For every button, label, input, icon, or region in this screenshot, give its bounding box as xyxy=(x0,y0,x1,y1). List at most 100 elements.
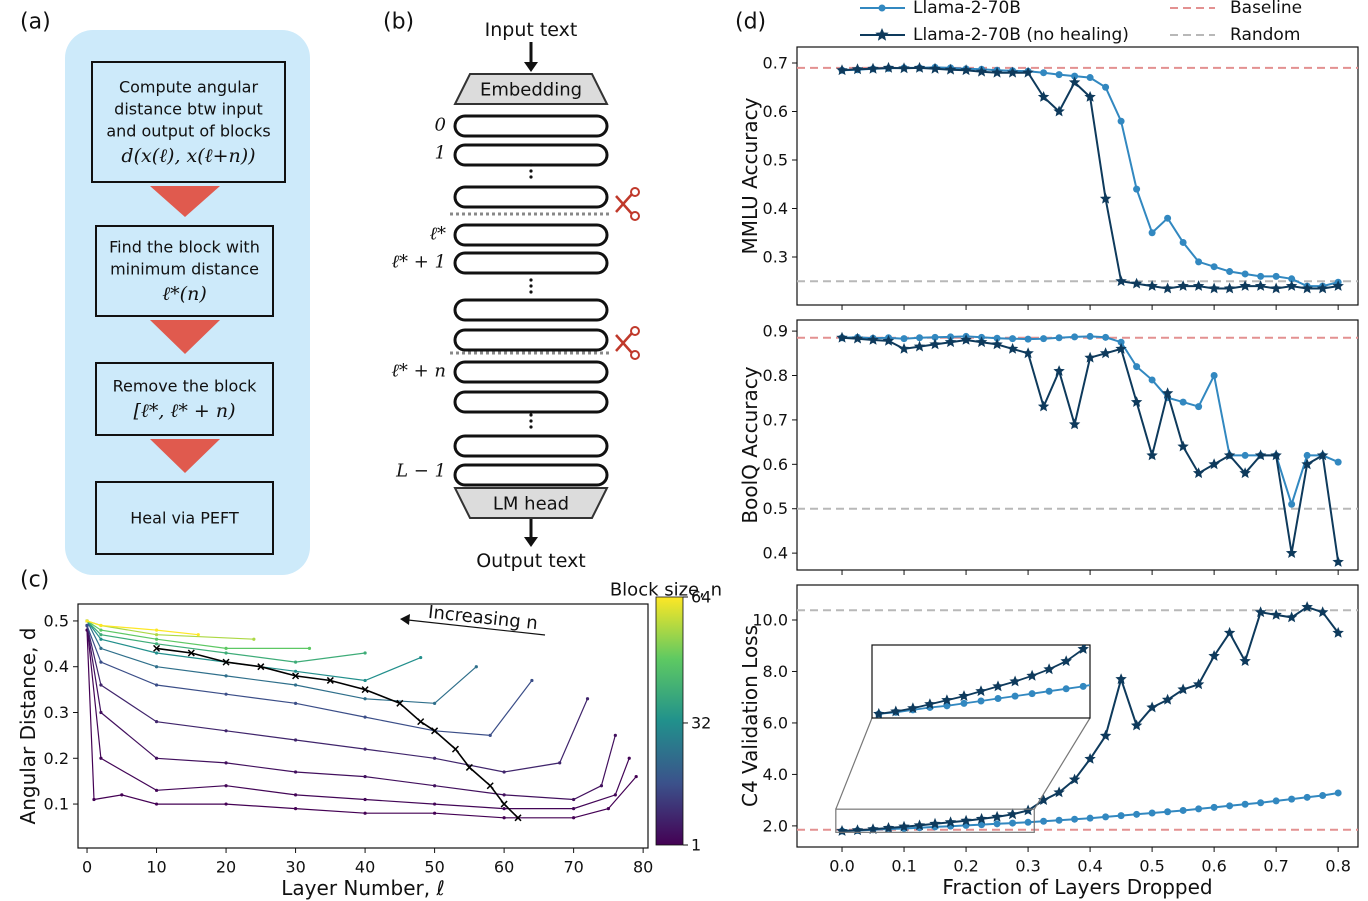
star-marker xyxy=(913,61,926,73)
point-marker xyxy=(1179,806,1187,814)
star-marker xyxy=(1115,275,1127,287)
star-marker xyxy=(836,331,848,343)
panel-label: (a) xyxy=(20,10,51,35)
y-tick-label: 10.0 xyxy=(752,611,788,630)
scissors xyxy=(630,350,640,360)
legend-label: Random xyxy=(1230,25,1300,45)
x-tick-label: 0.0 xyxy=(829,857,854,876)
series-line xyxy=(86,625,589,773)
star-marker xyxy=(1197,375,1208,386)
zoom-connector xyxy=(1033,717,1091,810)
point-marker xyxy=(154,651,159,655)
scissors xyxy=(630,326,640,336)
point-marker xyxy=(293,660,298,664)
layer-label: 1 xyxy=(435,143,446,164)
x-marker xyxy=(465,763,473,771)
star-marker xyxy=(958,690,970,701)
star-marker xyxy=(882,334,895,346)
point-marker xyxy=(224,729,228,733)
y-tick-label: 0.4 xyxy=(763,199,788,218)
y-tick-label: 0.8 xyxy=(763,366,788,385)
star-marker xyxy=(1068,773,1081,785)
legend-marker xyxy=(878,4,886,12)
star-marker xyxy=(1285,280,1298,291)
x-tick-label: 0.8 xyxy=(1325,857,1350,876)
star-marker xyxy=(1053,786,1065,798)
star-marker xyxy=(1043,663,1055,675)
ellipsis-dot xyxy=(529,425,533,429)
point-marker xyxy=(1086,74,1094,82)
star-marker xyxy=(1009,675,1021,687)
flow-arrow xyxy=(150,186,220,217)
layer-label: L − 1 xyxy=(395,461,446,482)
star-marker xyxy=(975,812,988,824)
star-marker xyxy=(1006,808,1019,820)
panel-label: (b) xyxy=(383,10,414,35)
star-marker xyxy=(1146,449,1158,461)
x-marker xyxy=(292,672,300,680)
y-axis-label: Angular Distance, d xyxy=(16,628,40,825)
star-marker xyxy=(1223,282,1236,294)
x-tick-label: 0.7 xyxy=(1263,857,1288,876)
x-tick-label: 70 xyxy=(563,858,583,877)
star-marker xyxy=(1068,76,1081,88)
series-line xyxy=(86,630,637,819)
y-axis-label: C4 Validation Loss xyxy=(738,625,762,807)
scissors xyxy=(615,334,633,354)
star-marker xyxy=(929,338,941,350)
point-marker xyxy=(994,695,1002,703)
point-marker xyxy=(993,334,1001,342)
star-marker xyxy=(1130,277,1143,289)
point-marker xyxy=(154,628,159,632)
point-marker xyxy=(85,623,89,628)
point-marker xyxy=(1165,666,1172,673)
star-marker xyxy=(1208,458,1220,470)
ellipsis-dot xyxy=(529,413,533,417)
point-marker xyxy=(432,784,437,788)
y-tick-label: 0.5 xyxy=(763,499,788,518)
series-line xyxy=(86,625,533,737)
star-marker xyxy=(1146,701,1158,713)
point-marker xyxy=(502,807,506,811)
point-marker xyxy=(1102,83,1110,91)
zoom-connector xyxy=(835,717,873,810)
point-marker xyxy=(1102,813,1110,821)
x-tick-label: 50 xyxy=(424,858,444,877)
star-marker xyxy=(873,707,885,718)
colorbar-tick-label: 1 xyxy=(691,836,701,855)
flow-arrow xyxy=(150,439,220,473)
point-marker xyxy=(293,701,298,705)
point-marker xyxy=(293,770,298,774)
point-marker xyxy=(154,642,159,646)
star-marker xyxy=(1084,91,1096,102)
legend-label: Llama-2-70B xyxy=(913,0,1021,18)
point-marker xyxy=(993,820,1001,828)
x-marker xyxy=(361,686,369,694)
x-tick-label: 0.3 xyxy=(1015,857,1040,876)
point-marker xyxy=(1226,802,1234,810)
point-marker xyxy=(1250,646,1257,653)
star-marker xyxy=(1333,19,1345,30)
star-marker xyxy=(992,680,1004,692)
series-line xyxy=(86,620,366,663)
step-text: minimum distance xyxy=(110,259,259,278)
point-marker xyxy=(224,646,228,651)
point-marker xyxy=(1045,687,1053,695)
x-marker xyxy=(257,663,265,671)
point-marker xyxy=(916,334,924,342)
star-marker xyxy=(913,340,926,352)
point-marker xyxy=(1335,621,1342,628)
point-marker xyxy=(606,807,610,811)
y-tick-label: 0.7 xyxy=(763,410,788,429)
point-marker xyxy=(1284,636,1291,643)
point-marker xyxy=(1071,333,1079,341)
step-text: Compute angular xyxy=(119,77,259,96)
x-marker xyxy=(417,718,425,726)
point-marker xyxy=(1009,819,1017,827)
layer-block xyxy=(453,463,609,487)
layer-label: ℓ* xyxy=(430,224,447,245)
point-marker xyxy=(634,774,638,779)
scissors xyxy=(615,193,633,213)
point-marker xyxy=(1117,117,1125,125)
star-marker xyxy=(1192,467,1205,479)
